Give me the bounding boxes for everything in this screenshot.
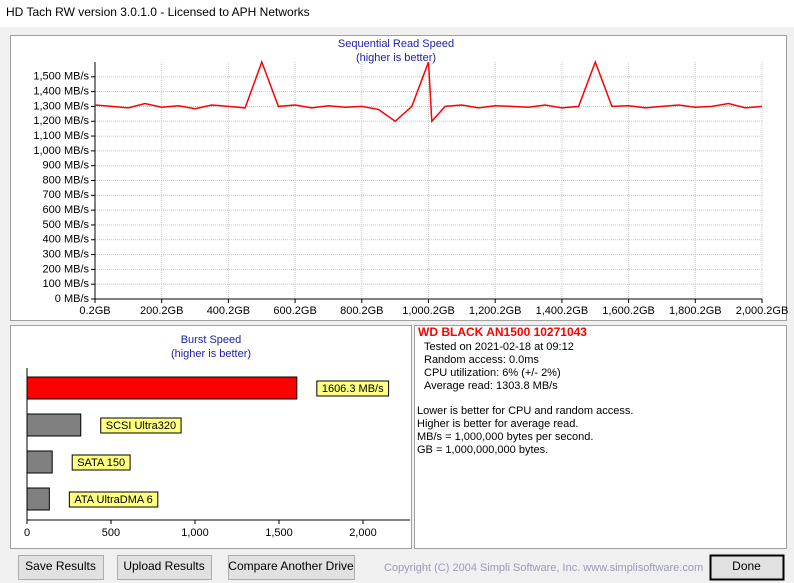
detail: Average read: 1303.8 MB/s (424, 380, 558, 392)
bar-label-box (100, 417, 182, 434)
button-label: Compare Another Drive (228, 559, 354, 573)
x-tick-label: 1,800.2GB (669, 305, 722, 317)
category-label: ATA UltraDMA 6 (74, 494, 152, 506)
chart-title: Sequential Read Speed (338, 38, 454, 50)
note: GB = 1,000,000,000 bytes. (417, 444, 548, 456)
x-tick-label: 2,000 (349, 527, 377, 539)
y-tick-label: 300 MB/s (43, 248, 90, 260)
chart-title: Burst Speed (181, 334, 242, 346)
note: Higher is better for average read. (417, 418, 578, 430)
category-label: SATA 150 (77, 457, 125, 469)
y-tick-label: 800 MB/s (43, 174, 90, 186)
y-tick-label: 1,200 MB/s (33, 115, 89, 127)
y-tick-label: 1,000 MB/s (33, 145, 89, 157)
bar (26, 376, 298, 400)
title-bar (0, 0, 794, 27)
y-tick-label: 100 MB/s (43, 278, 90, 290)
chart-subtitle: (higher is better) (171, 348, 251, 360)
category-label: SCSI Ultra320 (106, 420, 176, 432)
x-tick-label: 600.2GB (273, 305, 316, 317)
y-tick-label: 200 MB/s (43, 263, 90, 275)
read-line (94, 59, 763, 124)
detail: Random access: 0.0ms (424, 354, 539, 366)
button[interactable]: Done (709, 554, 785, 581)
y-tick-label: 400 MB/s (43, 234, 90, 246)
button-label: Upload Results (123, 559, 204, 573)
y-tick-label: 700 MB/s (43, 189, 90, 201)
button[interactable]: Compare Another Drive (228, 555, 355, 580)
chart-subtitle: (higher is better) (356, 52, 436, 64)
button-face (228, 555, 355, 580)
x-tick-label: 1,600.2GB (602, 305, 655, 317)
y-tick-label: 1,500 MB/s (33, 71, 89, 83)
read-panel (10, 35, 787, 321)
burst-panel (10, 325, 412, 549)
x-tick-label: 1,500 (265, 527, 293, 539)
y-tick-label: 900 MB/s (43, 160, 90, 172)
y-tick-label: 1,300 MB/s (33, 100, 89, 112)
x-tick-label: 0 (24, 527, 30, 539)
x-tick-label: 800.2GB (340, 305, 383, 317)
y-tick-label: 500 MB/s (43, 219, 90, 231)
button-label: Done (732, 559, 761, 573)
bar (26, 487, 50, 511)
button-label: Save Results (25, 559, 96, 573)
bar-label-box (71, 454, 131, 471)
bar-label-box (68, 491, 159, 508)
button[interactable]: Upload Results (117, 555, 212, 580)
window-title: HD Tach RW version 3.0.1.0 - Licensed to… (6, 5, 310, 19)
x-tick-label: 500 (102, 527, 120, 539)
bar-label-box (316, 380, 390, 397)
button-face (18, 555, 104, 580)
button-face (709, 554, 785, 581)
button-face (117, 555, 212, 580)
x-tick-label: 1,000.2GB (402, 305, 455, 317)
button[interactable]: Save Results (18, 555, 104, 580)
x-tick-label: 1,400.2GB (536, 305, 589, 317)
note: Lower is better for CPU and random acces… (417, 405, 633, 417)
x-tick-label: 1,000 (181, 527, 209, 539)
note: MB/s = 1,000,000 bytes per second. (417, 431, 593, 443)
x-tick-label: 200.2GB (140, 305, 183, 317)
info-panel (414, 325, 787, 549)
x-tick-label: 400.2GB (207, 305, 250, 317)
bar (26, 413, 82, 437)
x-tick-label: 0.2GB (79, 305, 110, 317)
drive-name: WD BLACK AN1500 10271043 (418, 325, 587, 339)
value-label: 1606.3 MB/s (322, 383, 384, 395)
x-tick-label: 1,200.2GB (469, 305, 522, 317)
detail: CPU utilization: 6% (+/- 2%) (424, 367, 561, 379)
y-tick-label: 1,100 MB/s (33, 130, 89, 142)
y-tick-label: 1,400 MB/s (33, 86, 89, 98)
x-tick-label: 2,000.2GB (736, 305, 789, 317)
copyright: Copyright (C) 2004 Simpli Software, Inc.… (384, 562, 703, 574)
bar (26, 450, 53, 474)
y-tick-label: 600 MB/s (43, 204, 90, 216)
detail: Tested on 2021-02-18 at 09:12 (424, 341, 574, 353)
y-tick-label: 0 MB/s (55, 293, 90, 305)
